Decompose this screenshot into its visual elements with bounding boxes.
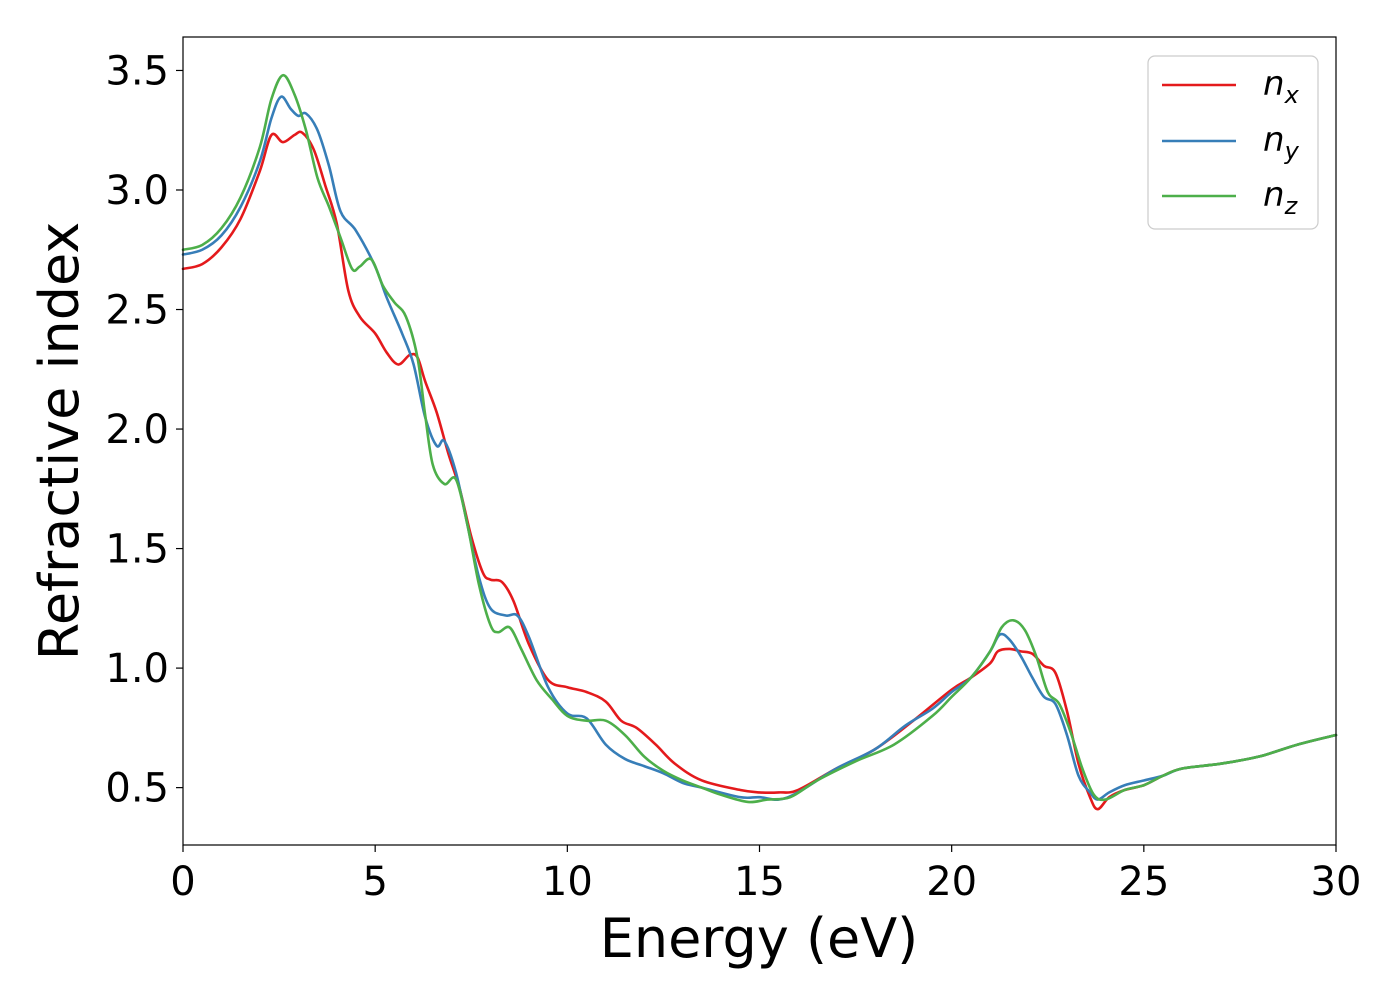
series-layer <box>181 73 1338 811</box>
x-axis: 0 5 10 15 20 25 30 <box>170 845 1361 905</box>
legend-label-y: ny <box>1263 120 1300 165</box>
y-axis-title: Refractive index <box>28 222 91 661</box>
x-tick-label: 5 <box>362 859 387 905</box>
y-tick-label: 2.5 <box>105 288 169 334</box>
x-tick-label: 0 <box>170 859 195 905</box>
x-tick-label: 30 <box>1311 859 1362 905</box>
legend-label-z: nz <box>1263 175 1299 220</box>
y-tick-label: 1.5 <box>105 527 169 573</box>
legend-frame <box>1147 55 1319 230</box>
x-tick-label: 15 <box>734 859 785 905</box>
series-line-x <box>181 130 1338 811</box>
x-tick-label: 25 <box>1118 859 1169 905</box>
y-axis: 0.5 1.0 1.5 2.0 2.5 3.0 3.5 <box>105 48 183 812</box>
y-tick-label: 2.0 <box>105 407 169 453</box>
x-tick-label: 20 <box>926 859 977 905</box>
y-tick-label: 1.0 <box>105 646 169 692</box>
x-axis-title: Energy (eV) <box>600 907 919 970</box>
y-tick-label: 3.5 <box>105 48 169 94</box>
legend-label-x: nx <box>1263 64 1300 109</box>
y-tick-label: 3.0 <box>105 168 169 214</box>
legend: nx ny nz <box>1147 55 1319 230</box>
series-line-y <box>181 95 1338 802</box>
x-tick-label: 10 <box>542 859 593 905</box>
series-line-z <box>181 73 1338 804</box>
y-tick-label: 0.5 <box>105 766 169 812</box>
